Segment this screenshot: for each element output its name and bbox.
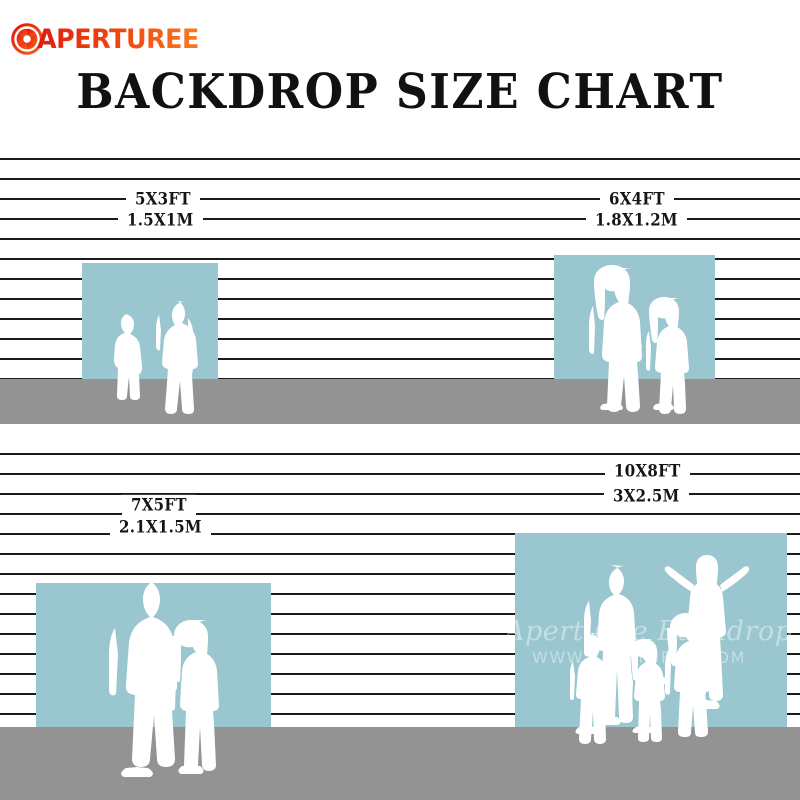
- backdrop-panel-5x3: [82, 263, 218, 379]
- size-label-7x5-ft: 7X5FT: [122, 494, 196, 517]
- rule-line: [0, 473, 800, 475]
- rule-line: [0, 318, 800, 320]
- rule-line: [0, 673, 800, 675]
- rule-line: [0, 633, 800, 635]
- size-label-7x5-m: 2.1X1.5M: [110, 516, 211, 539]
- size-label-10x8-m: 3X2.5M: [604, 485, 689, 508]
- rule-line: [0, 493, 800, 495]
- rule-line: [0, 238, 800, 240]
- rule-line: [0, 533, 800, 535]
- size-label-5x3-ft: 5X3FT: [126, 188, 200, 211]
- backdrop-panel-6x4: [554, 255, 715, 379]
- rule-line: [0, 693, 800, 695]
- rule-line: [0, 713, 800, 715]
- aperture-icon: [11, 23, 43, 55]
- rule-line: [0, 513, 800, 515]
- brand-logo: APERTUREE: [10, 22, 209, 56]
- rule-line: [0, 613, 800, 615]
- rule-line: [0, 298, 800, 300]
- rule-line: [0, 178, 800, 180]
- rule-line: [0, 553, 800, 555]
- rule-line: [0, 218, 800, 220]
- watermark-script: Aperturee Backdrop: [505, 616, 793, 647]
- size-label-10x8-ft: 10X8FT: [605, 460, 690, 483]
- watermark-url: WWW.APERTUREE.COM: [531, 648, 747, 668]
- brand-name: APERTUREE: [37, 23, 199, 55]
- rule-line: [0, 573, 800, 575]
- rule-line: [0, 653, 800, 655]
- rule-line: [0, 278, 800, 280]
- page-title: BACKDROP SIZE CHART: [76, 64, 724, 120]
- rule-line: [0, 358, 800, 360]
- size-label-5x3-m: 1.5X1M: [118, 209, 203, 232]
- rule-line: [0, 453, 800, 455]
- floor-band-top: [0, 379, 800, 424]
- rule-line: [0, 198, 800, 200]
- rule-line: [0, 158, 800, 160]
- rule-line: [0, 593, 800, 595]
- rule-line: [0, 338, 800, 340]
- watermark: Aperturee Backdrop WWW.APERTUREE.COM: [505, 616, 793, 668]
- backdrop-panel-7x5: [36, 583, 271, 727]
- rule-line: [0, 258, 800, 260]
- size-label-6x4-m: 1.8X1.2M: [586, 209, 687, 232]
- size-label-6x4-ft: 6X4FT: [600, 188, 674, 211]
- floor-band-bottom: [0, 727, 800, 800]
